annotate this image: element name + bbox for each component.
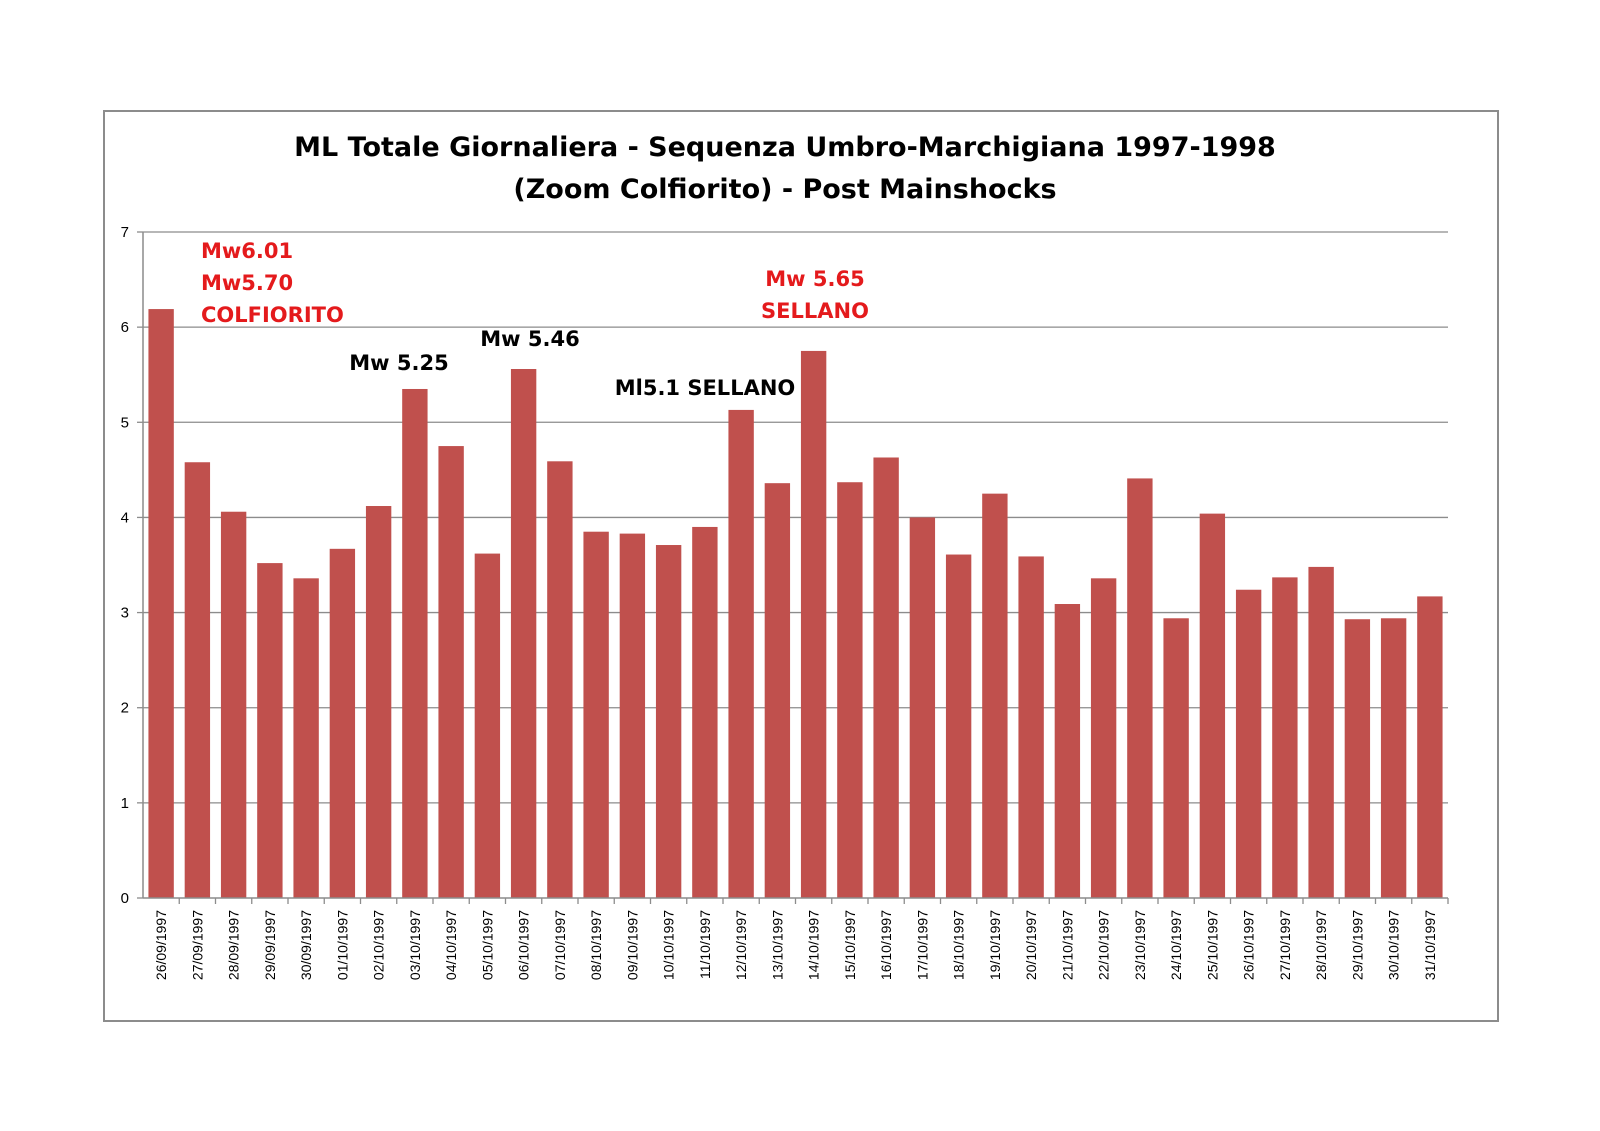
bar (184, 462, 211, 898)
bar (619, 533, 646, 898)
y-tick-label: 5 (121, 414, 129, 431)
bar (257, 563, 283, 898)
bar (1380, 618, 1407, 898)
bar (547, 461, 573, 898)
annotation-label: Mw 5.65 (765, 267, 864, 291)
annotation-label: Mw5.70 (201, 271, 293, 295)
bar (764, 483, 791, 898)
chart-frame: ML Totale Giornaliera - Sequenza Umbro-M… (103, 110, 1499, 1022)
x-tick-label: 08/10/1997 (588, 910, 604, 980)
bar (438, 446, 464, 898)
bar (837, 482, 863, 898)
bar (692, 526, 718, 898)
x-tick-label: 12/10/1997 (733, 910, 749, 980)
y-tick-label: 1 (121, 795, 129, 812)
y-tick-label: 3 (121, 605, 129, 622)
x-tick-label: 05/10/1997 (479, 910, 495, 980)
x-tick-label: 09/10/1997 (624, 910, 640, 980)
x-tick-label: 24/10/1997 (1168, 910, 1184, 980)
x-tick-label: 25/10/1997 (1204, 910, 1220, 980)
x-tick-label: 26/10/1997 (1241, 910, 1257, 980)
x-tick-label: 07/10/1997 (552, 910, 568, 980)
bar (583, 531, 609, 898)
x-tick-label: 17/10/1997 (914, 910, 930, 980)
bar (1127, 478, 1153, 898)
bar (293, 578, 319, 898)
x-tick-label: 27/09/1997 (189, 910, 205, 980)
y-tick-label: 7 (121, 224, 129, 241)
chart-title-line-2: (Zoom Colfiorito) - Post Mainshocks (513, 174, 1056, 205)
annotation-label: COLFIORITO (201, 303, 344, 327)
y-tick-label: 6 (121, 319, 129, 336)
x-tick-label: 26/09/1997 (153, 910, 169, 980)
bar (655, 545, 682, 898)
x-axis-ticks: 26/09/1997 27/09/1997 28/09/1997 29/09/1997… (153, 898, 1449, 980)
bar (220, 511, 247, 898)
gridlines (143, 231, 1448, 804)
bar (800, 350, 827, 898)
bar (945, 554, 972, 898)
bar (1163, 618, 1189, 898)
bar-chart: ML Totale Giornaliera - Sequenza Umbro-M… (121, 132, 1449, 980)
bar (728, 409, 754, 898)
bar (1054, 604, 1081, 898)
bar (1308, 566, 1334, 898)
y-tick-label: 2 (121, 700, 129, 717)
bar (510, 369, 537, 898)
bar (148, 309, 174, 898)
y-axis-ticks: 0 1 2 3 4 5 6 7 (121, 224, 143, 907)
bar (474, 553, 501, 898)
x-tick-label: 01/10/1997 (334, 910, 350, 980)
x-tick-label: 20/10/1997 (1023, 910, 1039, 980)
x-tick-label: 22/10/1997 (1096, 910, 1112, 980)
bar (1199, 513, 1226, 898)
x-tick-label: 04/10/1997 (443, 910, 459, 980)
x-tick-label: 16/10/1997 (878, 910, 894, 980)
x-tick-label: 31/10/1997 (1422, 910, 1438, 980)
x-tick-label: 28/09/1997 (226, 910, 242, 980)
x-tick-label: 27/10/1997 (1277, 910, 1293, 980)
annotation-label: SELLANO (761, 299, 869, 323)
x-tick-label: 29/10/1997 (1349, 910, 1365, 980)
bar (1417, 596, 1443, 898)
x-tick-label: 03/10/1997 (407, 910, 423, 980)
bar (1018, 556, 1044, 898)
x-tick-label: 13/10/1997 (769, 910, 785, 980)
y-tick-label: 4 (121, 509, 129, 526)
bar (873, 457, 899, 898)
bar (402, 388, 428, 898)
bar (329, 548, 356, 898)
annotation-label: Mw 5.46 (480, 327, 579, 351)
x-tick-label: 02/10/1997 (371, 910, 387, 980)
x-tick-label: 29/09/1997 (262, 910, 278, 980)
x-tick-label: 10/10/1997 (661, 910, 677, 980)
bars (148, 309, 1443, 898)
bar (1344, 619, 1371, 898)
x-tick-label: 11/10/1997 (697, 910, 713, 979)
bar (365, 506, 392, 898)
x-tick-label: 30/10/1997 (1386, 910, 1402, 980)
bar (1235, 589, 1262, 898)
annotation-label: Mw6.01 (201, 239, 293, 263)
x-tick-label: 21/10/1997 (1059, 910, 1075, 980)
x-tick-label: 28/10/1997 (1313, 910, 1329, 980)
bar (1090, 578, 1117, 898)
x-tick-label: 19/10/1997 (987, 910, 1003, 980)
x-tick-label: 18/10/1997 (951, 910, 967, 980)
x-tick-label: 30/09/1997 (298, 910, 314, 980)
bar (1272, 577, 1298, 898)
annotation-label: Mw 5.25 (349, 351, 448, 375)
chart-title-line-1: ML Totale Giornaliera - Sequenza Umbro-M… (294, 132, 1276, 163)
x-tick-label: 23/10/1997 (1132, 910, 1148, 980)
annotation-label: Ml5.1 SELLANO (615, 376, 796, 400)
bar (982, 493, 1008, 898)
x-tick-label: 14/10/1997 (806, 910, 822, 980)
x-tick-label: 15/10/1997 (842, 910, 858, 980)
bar (909, 517, 936, 898)
x-tick-label: 06/10/1997 (516, 910, 532, 980)
y-tick-label: 0 (121, 890, 129, 907)
